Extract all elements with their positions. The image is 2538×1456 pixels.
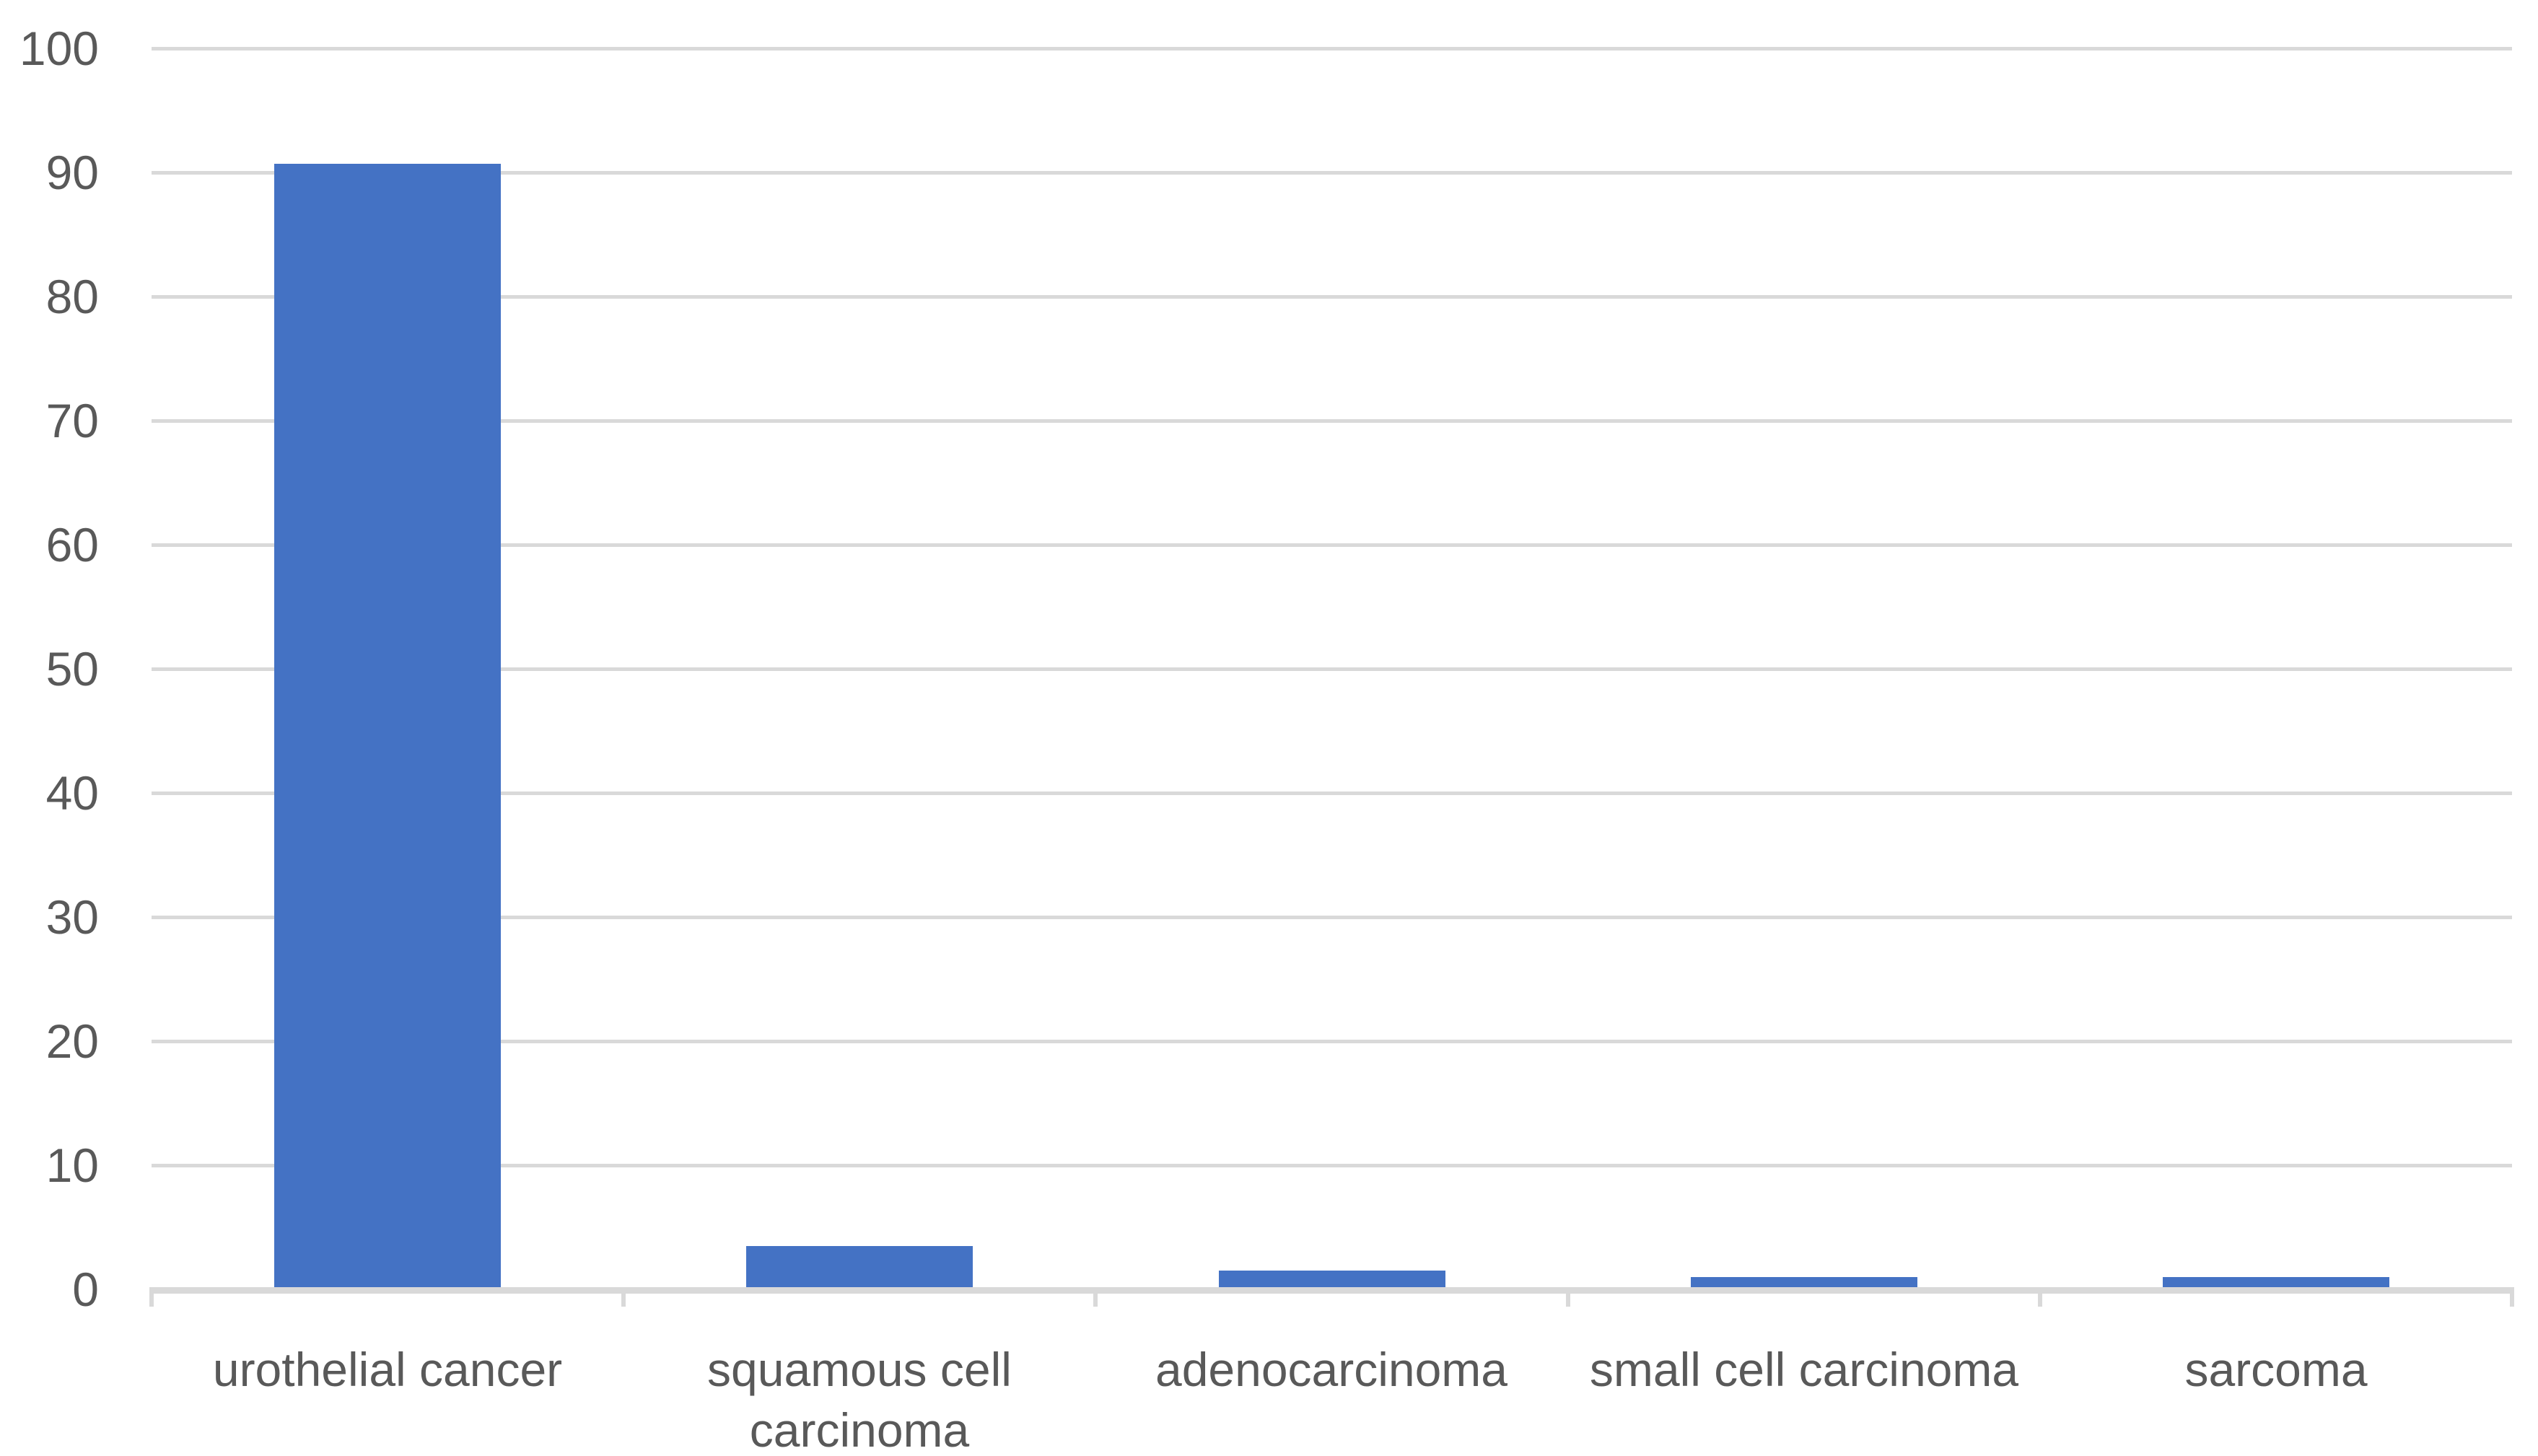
y-tick-label-30: 30 xyxy=(45,890,99,944)
category-label-4: sarcoma xyxy=(2184,1343,2368,1396)
y-tick-label-90: 90 xyxy=(45,146,99,199)
bar-category-1 xyxy=(746,1246,973,1289)
y-tick-label-50: 50 xyxy=(45,642,99,696)
gridline-60 xyxy=(152,543,2512,547)
bar-category-0 xyxy=(274,164,501,1289)
gridline-30 xyxy=(152,916,2512,919)
x-axis-tick-mark-0 xyxy=(149,1287,154,1307)
x-axis-tick-mark-1 xyxy=(621,1287,626,1307)
gridline-100 xyxy=(152,47,2512,51)
y-tick-label-10: 10 xyxy=(45,1139,99,1192)
bar-category-2 xyxy=(1219,1271,1445,1289)
gridline-80 xyxy=(152,295,2512,299)
y-tick-label-80: 80 xyxy=(45,270,99,323)
bar-category-4 xyxy=(2163,1277,2389,1289)
category-label-3: small cell carcinoma xyxy=(1589,1343,2019,1396)
x-axis-tick-mark-3 xyxy=(1566,1287,1570,1307)
gridline-40 xyxy=(152,791,2512,795)
x-axis-tick-mark-2 xyxy=(1093,1287,1098,1307)
gridline-50 xyxy=(152,667,2512,671)
y-tick-label-0: 0 xyxy=(72,1263,99,1316)
x-axis-line xyxy=(152,1287,2512,1294)
category-label-0: urothelial cancer xyxy=(212,1343,563,1396)
bar-category-3 xyxy=(1691,1277,1917,1289)
gridline-10 xyxy=(152,1164,2512,1167)
category-label-1: squamous cell carcinoma xyxy=(707,1343,1012,1456)
gridline-70 xyxy=(152,419,2512,423)
x-axis-tick-mark-5 xyxy=(2510,1287,2514,1307)
y-tick-label-40: 40 xyxy=(45,766,99,820)
gridline-20 xyxy=(152,1040,2512,1043)
y-tick-label-70: 70 xyxy=(45,394,99,447)
gridline-90 xyxy=(152,171,2512,175)
x-axis-tick-mark-4 xyxy=(2038,1287,2042,1307)
category-label-2: adenocarcinoma xyxy=(1155,1343,1508,1396)
y-tick-label-100: 100 xyxy=(19,22,99,75)
y-tick-label-20: 20 xyxy=(45,1014,99,1068)
y-tick-label-60: 60 xyxy=(45,518,99,571)
